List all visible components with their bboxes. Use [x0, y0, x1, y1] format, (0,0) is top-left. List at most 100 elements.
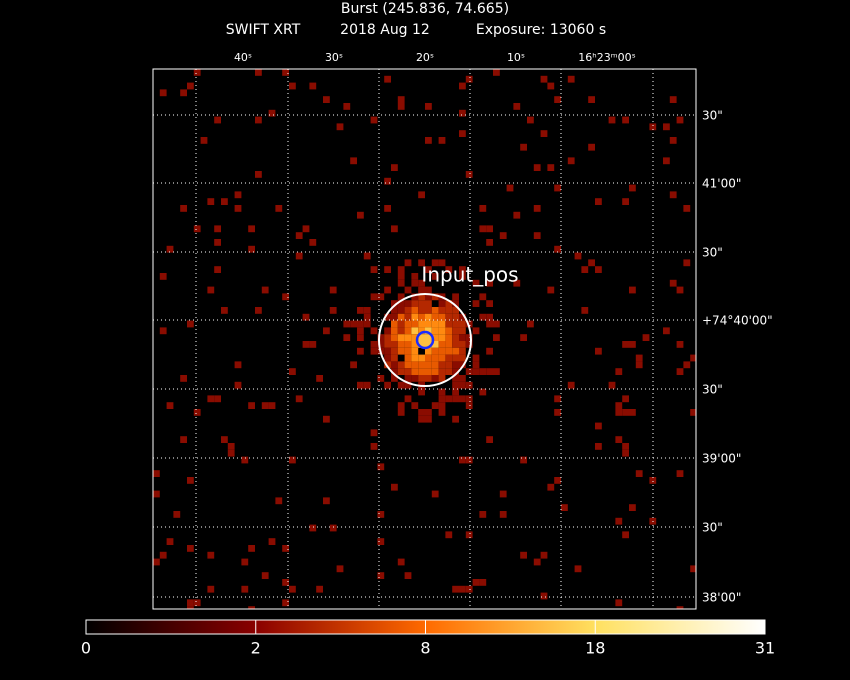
pixel — [452, 307, 459, 314]
pixel — [241, 558, 249, 566]
pixel — [479, 205, 487, 212]
pixel — [404, 334, 412, 341]
pixel — [629, 286, 636, 294]
pixel — [683, 259, 691, 267]
pixel — [438, 300, 446, 307]
pixel — [343, 320, 351, 328]
colorbar-tick-label: 0 — [81, 639, 91, 658]
right-axis-label: 30" — [702, 383, 723, 397]
pixel — [479, 511, 487, 518]
pixel — [282, 579, 289, 586]
pixel — [622, 531, 629, 539]
pixel — [493, 320, 500, 328]
pixel — [533, 232, 541, 239]
pixel — [438, 354, 446, 362]
pixel — [445, 320, 453, 328]
pixel — [193, 69, 201, 76]
pixel — [567, 75, 575, 83]
pixel — [506, 184, 514, 192]
pixel — [649, 123, 657, 131]
pixel — [289, 456, 296, 464]
pixel — [370, 443, 378, 450]
colorbar-tick-label: 18 — [585, 639, 605, 658]
pixel — [418, 354, 425, 362]
pixel — [465, 381, 473, 389]
pixel — [309, 239, 317, 246]
pixel — [493, 334, 500, 341]
pixel — [166, 245, 174, 253]
pixel — [608, 381, 616, 389]
pixel — [234, 205, 242, 212]
pixel — [615, 517, 623, 525]
pixel — [663, 157, 670, 165]
pixel — [404, 307, 412, 314]
pixel — [391, 300, 398, 307]
pixel — [377, 375, 385, 382]
pixel — [459, 334, 466, 341]
right-axis-label: 30" — [702, 109, 723, 123]
pixel — [391, 225, 398, 233]
pixel — [418, 259, 425, 267]
pixel — [622, 395, 629, 403]
pixel — [547, 164, 555, 171]
pixel — [316, 375, 323, 382]
top-axis-label: 20ˢ — [416, 51, 434, 64]
pixel — [629, 341, 636, 348]
pixel — [404, 361, 412, 369]
pixel — [295, 232, 303, 239]
pixel — [438, 388, 446, 396]
pixel — [397, 361, 405, 369]
pixel — [241, 585, 249, 593]
pixel — [608, 116, 616, 124]
pixel — [622, 116, 629, 124]
pixel — [418, 327, 425, 335]
grid — [153, 69, 696, 609]
top-axis-label: 10ˢ — [507, 51, 525, 64]
pixel — [452, 334, 459, 341]
pixel — [404, 286, 412, 294]
axis-labels: 40ˢ 30ˢ 20ˢ 10ˢ 16ʰ23ᵐ00ˢ 30" 41'00" 30" +74°40'… — [234, 51, 773, 605]
pixel — [397, 96, 405, 103]
pixel — [397, 402, 405, 409]
pixel — [411, 341, 419, 348]
pixel — [384, 361, 391, 369]
pixel — [377, 341, 385, 348]
pixel — [411, 368, 419, 375]
pixel — [187, 477, 194, 484]
pixel — [214, 116, 221, 124]
pixel — [377, 463, 385, 471]
pixel — [459, 109, 466, 117]
pixel — [459, 273, 466, 280]
pixel — [452, 381, 459, 389]
pixel — [431, 334, 439, 341]
pixel — [248, 402, 255, 409]
pixel — [520, 334, 527, 341]
pixel — [404, 320, 412, 328]
pixel — [411, 300, 419, 307]
right-axis-label: 38'00" — [702, 591, 741, 605]
pixel — [411, 361, 419, 369]
pixel — [581, 307, 589, 314]
pixel — [425, 354, 432, 362]
pixel — [669, 96, 677, 103]
right-axis-label: 41'00" — [702, 177, 741, 191]
pixel — [295, 252, 303, 260]
pixel — [615, 599, 623, 607]
pixel — [554, 477, 561, 484]
pixel — [642, 334, 650, 341]
pixel — [418, 375, 425, 382]
pixel — [153, 470, 160, 477]
pixel — [289, 82, 296, 90]
pixel — [459, 313, 466, 321]
pixel — [676, 341, 684, 348]
pixel — [676, 116, 684, 124]
input-position — [415, 330, 435, 350]
pixel — [418, 334, 425, 341]
pixel — [459, 82, 466, 90]
pixel — [404, 347, 412, 355]
pixel — [377, 293, 385, 301]
pixel — [295, 395, 303, 403]
pixel — [472, 361, 480, 369]
pixel — [397, 313, 405, 321]
pixel — [486, 320, 493, 328]
